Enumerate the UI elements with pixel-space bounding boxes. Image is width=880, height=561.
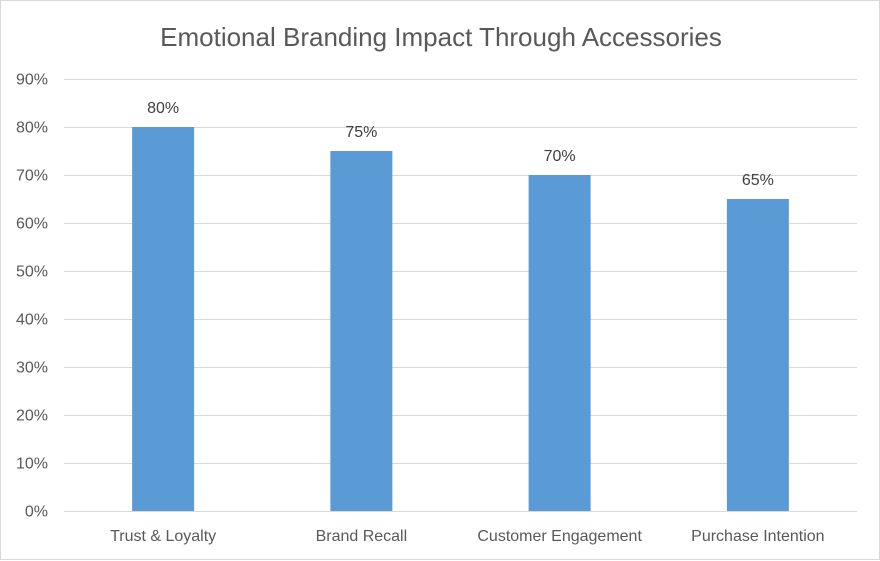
data-label: 65% (742, 172, 774, 189)
y-tick-label: 20% (16, 408, 48, 425)
y-tick-label: 50% (16, 264, 48, 281)
bar (528, 175, 591, 511)
bar (726, 199, 789, 511)
y-tick-label: 90% (16, 72, 48, 89)
category-label: Customer Engagement (477, 528, 642, 545)
category-label: Purchase Intention (691, 528, 824, 545)
bars (132, 127, 789, 511)
data-label: 75% (345, 124, 377, 141)
y-tick-label: 30% (16, 360, 48, 377)
y-tick-label: 0% (25, 504, 48, 521)
y-tick-label: 60% (16, 216, 48, 233)
y-tick-label: 80% (16, 120, 48, 137)
chart-title: Emotional Branding Impact Through Access… (160, 22, 722, 52)
category-label: Trust & Loyalty (110, 528, 216, 545)
data-label: 80% (147, 100, 179, 117)
gridlines (64, 79, 857, 512)
data-labels: 80% 75% 70% 65% (147, 100, 774, 189)
category-label: Brand Recall (316, 528, 408, 545)
bar (132, 127, 195, 511)
y-tick-label: 10% (16, 456, 48, 473)
x-axis-categories: Trust & Loyalty Brand Recall Customer Enga… (110, 528, 825, 545)
bar (330, 151, 393, 511)
data-label: 70% (544, 148, 576, 165)
y-axis-ticks: 0% 10% 20% 30% 40% 50% 60% 70% 80% 90% (16, 72, 48, 521)
y-tick-label: 70% (16, 168, 48, 185)
y-tick-label: 40% (16, 312, 48, 329)
